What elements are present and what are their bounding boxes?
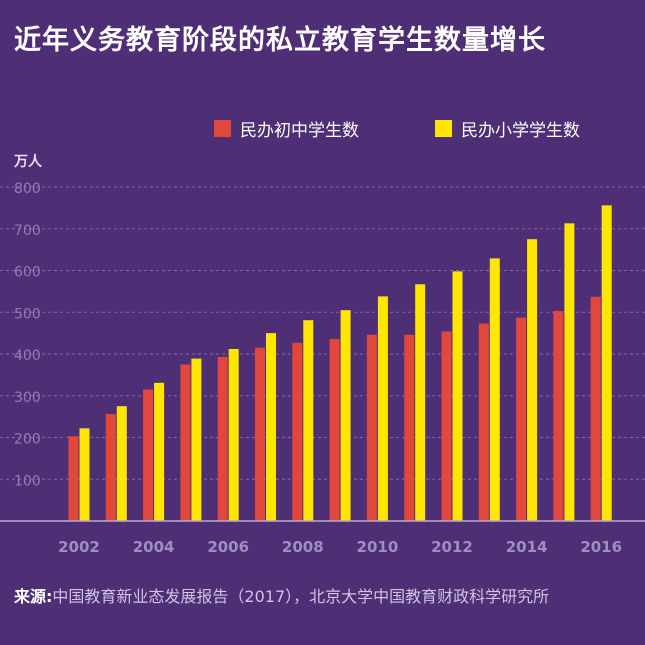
legend-swatch-middle-school (214, 120, 231, 137)
y-tick-label-700: 700 (14, 223, 41, 239)
bar-primary-school-2003 (116, 406, 127, 521)
bar-middle-school-2011 (404, 334, 415, 521)
bar-middle-school-2006 (217, 356, 228, 521)
bar-primary-school-2002 (79, 428, 90, 521)
legend-label-primary-school: 民办小学学生数 (461, 121, 580, 141)
x-tick-label-2006: 2006 (207, 538, 249, 556)
bar-middle-school-2003 (105, 414, 116, 521)
bar-primary-school-2013 (489, 258, 500, 521)
bar-middle-school-2002 (68, 436, 79, 521)
x-tick-label-2014: 2014 (506, 538, 548, 556)
chart-legend: 民办初中学生数 民办小学学生数 (0, 116, 645, 141)
x-tick-label-2004: 2004 (133, 538, 175, 556)
bar-primary-school-2004 (154, 382, 165, 521)
bar-primary-school-2015 (564, 223, 575, 521)
legend-swatch-primary-school (435, 120, 452, 137)
y-tick-label-400: 400 (14, 348, 41, 364)
bar-middle-school-2007 (255, 347, 265, 521)
y-tick-label-200: 200 (14, 432, 41, 448)
legend-item-middle-school: 民办初中学生数 (214, 116, 359, 141)
bar-middle-school-2014 (516, 317, 527, 521)
bar-primary-school-2007 (266, 333, 276, 521)
y-tick-label-100: 100 (14, 473, 41, 489)
bar-middle-school-2008 (292, 342, 303, 521)
bar-primary-school-2011 (415, 284, 426, 521)
bar-chart: 万人 100 200 300 400 500 600 700 800 2002 2004 2006 20… (0, 153, 645, 556)
bar-middle-school-2005 (180, 364, 191, 521)
bar-primary-school-2014 (527, 239, 538, 521)
y-tick-label-600: 600 (14, 265, 41, 281)
bar-primary-school-2010 (377, 296, 388, 521)
source-note: 来源:中国教育新业态发展报告（2017），北京大学中国教育财政科学研究所 (14, 583, 634, 607)
y-tick-label-800: 800 (14, 181, 41, 197)
legend-label-middle-school: 民办初中学生数 (240, 121, 359, 141)
bar-middle-school-2016 (590, 296, 601, 521)
y-axis-unit-label: 万人 (13, 153, 43, 170)
bar-primary-school-2005 (191, 358, 202, 521)
x-tick-label-2016: 2016 (580, 538, 622, 556)
legend-item-primary-school: 民办小学学生数 (435, 116, 580, 141)
bar-primary-school-2009 (340, 310, 351, 521)
bar-middle-school-2013 (478, 323, 489, 521)
x-tick-label-2008: 2008 (282, 538, 324, 556)
bar-middle-school-2009 (329, 338, 340, 521)
bar-primary-school-2016 (601, 205, 612, 521)
x-tick-label-2002: 2002 (58, 538, 100, 556)
bar-middle-school-2012 (441, 331, 452, 521)
chart-title: 近年义务教育阶段的私立教育学生数量增长 (14, 25, 546, 56)
x-tick-label-2012: 2012 (431, 538, 473, 556)
y-tick-label-300: 300 (14, 390, 41, 406)
bar-middle-school-2004 (143, 389, 154, 521)
bar-middle-school-2010 (366, 334, 377, 521)
x-tick-label-2010: 2010 (357, 538, 399, 556)
bar-primary-school-2006 (228, 348, 239, 521)
source-text: 中国教育新业态发展报告（2017），北京大学中国教育财政科学研究所 (52, 587, 550, 606)
bar-middle-school-2015 (553, 310, 564, 521)
source-label: 来源: (14, 587, 53, 606)
y-tick-label-500: 500 (14, 306, 41, 322)
bar-primary-school-2008 (303, 320, 314, 521)
bar-primary-school-2012 (452, 271, 463, 521)
